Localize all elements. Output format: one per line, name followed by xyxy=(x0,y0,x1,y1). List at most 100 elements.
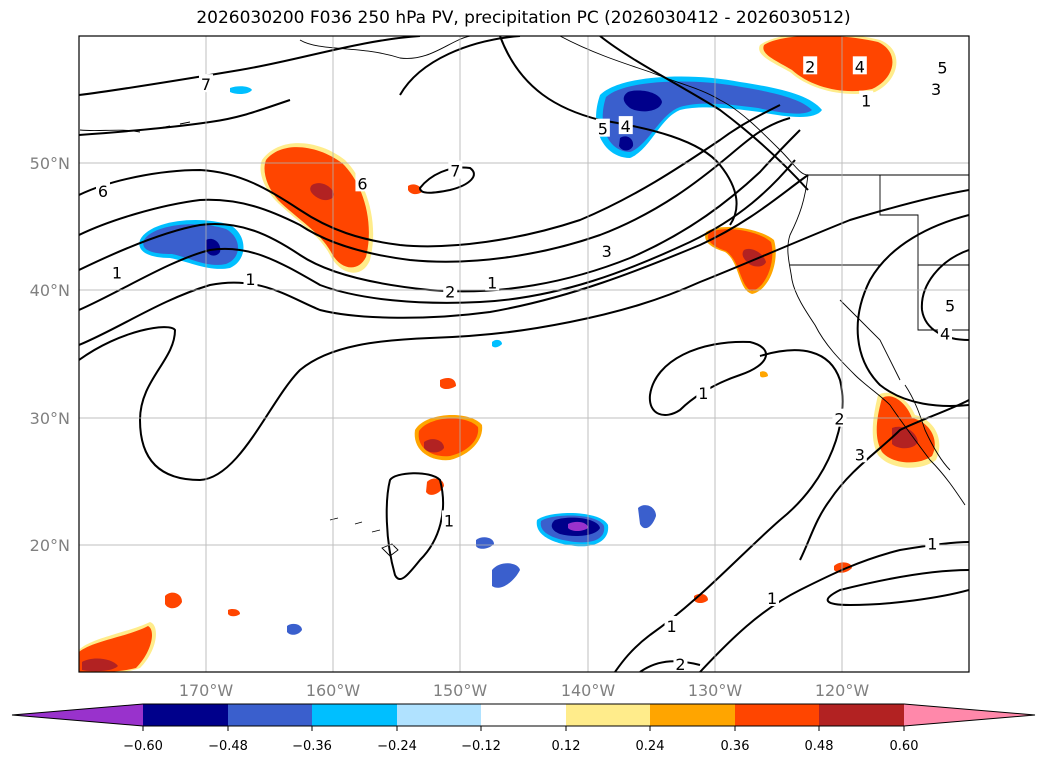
colorbar-segment xyxy=(819,704,904,726)
map-gridlines xyxy=(79,36,969,672)
precip-positive-core xyxy=(310,183,334,201)
coastlines xyxy=(79,36,969,557)
colorbar-arrow-right xyxy=(904,704,1035,726)
contour-label-bg xyxy=(355,173,370,192)
precip-positive-blob xyxy=(760,371,768,378)
contour-label-bg xyxy=(925,533,940,552)
precip-negative-blob xyxy=(492,563,520,588)
precip-negative-core xyxy=(206,238,221,256)
contour-label: 7 xyxy=(450,162,460,181)
precip-positive-core xyxy=(424,439,444,453)
contour-label-bg xyxy=(95,180,110,199)
contour-label-bg xyxy=(929,79,944,98)
contour-label-bg xyxy=(243,268,258,287)
contour-label: 3 xyxy=(931,80,941,99)
contour-label: 7 xyxy=(201,75,211,94)
lat-label-50n: 50°N xyxy=(30,154,70,173)
colorbar-tick-label: −0.24 xyxy=(377,739,417,754)
map-title: 2026030200 F036 250 hPa PV, precipitatio… xyxy=(196,8,851,28)
colorbar-tick-label: −0.60 xyxy=(123,739,163,754)
contour-label-bg xyxy=(803,56,818,75)
colorbar-tick-label: 0.12 xyxy=(552,739,581,754)
precip-positive-blob xyxy=(408,184,422,195)
precip-negative-blob xyxy=(492,339,502,348)
lon-label-160w: 160°W xyxy=(306,681,361,700)
colorbar-segment xyxy=(481,704,566,726)
precip-positive-blob xyxy=(228,609,240,617)
contour-label-bg xyxy=(443,281,458,300)
precip-negative-core xyxy=(619,136,634,151)
contour-label: 5 xyxy=(945,296,955,315)
contour-label: 5 xyxy=(598,120,608,139)
map-frame xyxy=(78,35,970,673)
contour-label: 1 xyxy=(767,589,777,608)
colorbar: −0.60 −0.48 −0.36 −0.24 −0.12 0.12 0.24 … xyxy=(11,703,1036,754)
contour-label: 2 xyxy=(675,655,685,674)
lon-label-150w: 150°W xyxy=(433,681,488,700)
precipitation-shading xyxy=(79,36,940,672)
contour-label-bg xyxy=(199,74,213,93)
colorbar-tick-label: 0.60 xyxy=(890,739,919,754)
precip-negative-blob xyxy=(476,537,494,549)
contour-label-bg xyxy=(448,160,463,179)
lon-label-170w: 170°W xyxy=(179,681,234,700)
precip-negative-blob xyxy=(230,86,252,95)
contour-label-bg xyxy=(765,588,780,607)
contour-label-bg xyxy=(852,444,867,463)
contour-label: 1 xyxy=(112,263,122,282)
contour-label: 2 xyxy=(805,57,815,76)
colorbar-segment xyxy=(143,704,228,726)
precip-positive-blob xyxy=(264,147,369,268)
precip-negative-core xyxy=(623,90,662,112)
colorbar-segment xyxy=(735,704,819,726)
precip-positive-blob xyxy=(426,478,444,495)
contour-label-bg xyxy=(832,408,847,427)
contour-label: 3 xyxy=(602,242,612,261)
contour-label-bg xyxy=(595,118,610,137)
precip-positive-blob xyxy=(834,562,852,573)
contour-label: 1 xyxy=(666,617,676,636)
contour-label-bg xyxy=(441,510,456,529)
contour-label: 4 xyxy=(621,117,631,136)
contour-label: 3 xyxy=(855,445,865,464)
contour-label-bg xyxy=(673,654,688,672)
precip-positive-blob xyxy=(165,592,182,609)
colorbar-tick-label: 0.24 xyxy=(636,739,665,754)
colorbar-tick-label: 0.48 xyxy=(805,739,834,754)
contour-label-bg xyxy=(943,295,958,314)
colorbar-segment xyxy=(228,704,312,726)
lat-label-40n: 40°N xyxy=(30,281,70,300)
colorbar-tick-label: −0.12 xyxy=(461,739,501,754)
precip-negative-blob xyxy=(287,623,302,635)
contour-label: 1 xyxy=(245,270,255,289)
contour-label: 1 xyxy=(861,92,871,111)
lon-label-140w: 140°W xyxy=(561,681,616,700)
contour-label-bg xyxy=(664,616,679,635)
contour-label: 1 xyxy=(487,274,497,293)
contour-label: 6 xyxy=(357,174,367,193)
colorbar-segment xyxy=(312,704,397,726)
contour-label-bg xyxy=(935,57,950,76)
contour-label: 4 xyxy=(940,324,950,343)
lat-label-20n: 20°N xyxy=(30,536,70,555)
contour-label-bg xyxy=(599,240,614,259)
contour-label: 5 xyxy=(937,59,947,78)
precip-negative-blob xyxy=(638,505,656,529)
contour-label: 2 xyxy=(445,282,455,301)
colorbar-tick-label: −0.48 xyxy=(208,739,248,754)
colorbar-segment xyxy=(650,704,735,726)
precip-negative-core xyxy=(568,521,588,531)
contour-label: 4 xyxy=(855,57,865,76)
contour-label-bg xyxy=(485,272,500,291)
colorbar-tick-label: 0.36 xyxy=(721,739,750,754)
contour-label-bg xyxy=(696,383,711,402)
contour-label-bg xyxy=(852,56,867,75)
lon-label-130w: 130°W xyxy=(688,681,743,700)
contour-label-bg xyxy=(938,323,953,342)
precip-positive-blob xyxy=(763,36,893,92)
colorbar-tick-label: −0.36 xyxy=(292,739,332,754)
precip-positive-blob xyxy=(708,229,773,291)
contour-label-bg xyxy=(859,90,874,109)
